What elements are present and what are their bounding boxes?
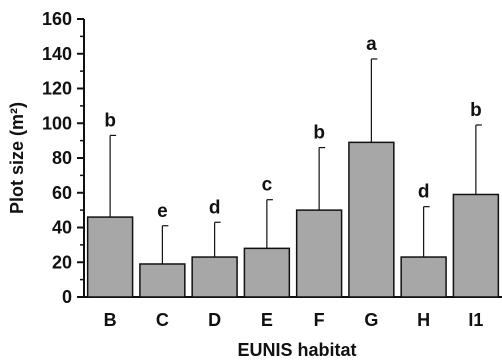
- y-tick-label: 100: [42, 113, 72, 133]
- x-tick-label-G: G: [364, 310, 378, 330]
- y-axis-title: Plot size (m²): [7, 102, 27, 214]
- x-tick-label-D: D: [208, 310, 221, 330]
- bar-G: [348, 141, 395, 298]
- x-tick-label-H: H: [417, 310, 430, 330]
- bars: [86, 141, 500, 298]
- bar-D: [191, 256, 238, 298]
- x-tick-label-E: E: [261, 310, 273, 330]
- y-ticks: 0 20 40 60 80 100 120 140 160: [42, 9, 84, 307]
- y-tick-label: 120: [42, 79, 72, 99]
- y-tick-label: 0: [62, 287, 72, 307]
- significance-label-H: d: [418, 182, 430, 203]
- y-tick-label: 60: [52, 183, 72, 203]
- bar-B: [86, 216, 134, 298]
- y-tick-label: 40: [52, 218, 72, 238]
- bar-I1: [452, 193, 500, 298]
- axes: [83, 19, 502, 298]
- significance-label-B: b: [104, 110, 116, 131]
- significance-label-E: c: [262, 175, 273, 196]
- significance-label-C: e: [157, 201, 168, 222]
- y-tick-label: 140: [42, 44, 72, 64]
- bar-E: [243, 247, 291, 298]
- y-tick-label: 20: [52, 252, 72, 272]
- significance-label-D: d: [209, 197, 221, 218]
- significance-labels: b e d c b a d b: [104, 34, 481, 222]
- x-tick-label-B: B: [104, 310, 117, 330]
- error-bars: [109, 58, 482, 264]
- bar-H: [400, 256, 447, 298]
- y-tick-label: 160: [42, 9, 72, 29]
- y-tick-label: 80: [52, 148, 72, 168]
- x-ticks: B C D E F G H I1: [104, 310, 484, 330]
- x-tick-label-C: C: [156, 310, 169, 330]
- bar-F: [295, 209, 343, 298]
- significance-label-F: b: [313, 123, 325, 144]
- x-tick-label-I1: I1: [468, 310, 483, 330]
- x-axis-title: EUNIS habitat: [237, 340, 356, 360]
- significance-label-G: a: [366, 34, 377, 55]
- bar-C: [139, 263, 186, 298]
- significance-label-I1: b: [470, 100, 482, 121]
- x-tick-label-F: F: [314, 310, 325, 330]
